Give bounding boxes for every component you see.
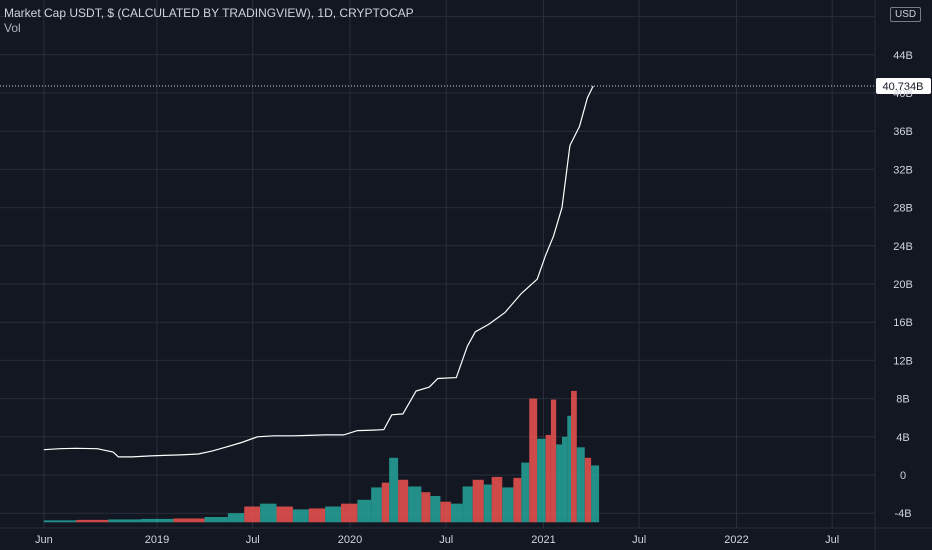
volume-bar: [341, 503, 358, 523]
x-tick-label: 2019: [145, 534, 169, 546]
volume-bar: [357, 499, 372, 523]
y-tick-label: 0: [900, 470, 906, 482]
last-price-line: 40.734B: [0, 77, 931, 94]
chart-legend: Market Cap USDT, $ (CALCULATED BY TRADIN…: [4, 6, 414, 36]
y-tick-label: 28B: [893, 203, 913, 215]
x-tick-label: 2020: [338, 534, 362, 546]
volume-bar: [76, 519, 109, 523]
y-tick-label: 16B: [893, 317, 913, 329]
volume-bar: [292, 509, 309, 523]
volume-bar: [430, 496, 441, 523]
volume-bar: [502, 487, 514, 523]
volume-indicator-label[interactable]: Vol: [4, 21, 21, 35]
y-tick-label: 8B: [896, 394, 909, 406]
price-line: [43, 85, 594, 458]
volume-bar: [556, 444, 563, 523]
x-tick-label: Jul: [632, 534, 646, 546]
volume-bar: [491, 476, 503, 523]
volume-bar: [529, 398, 538, 523]
volume-bar: [421, 492, 431, 523]
time-axis[interactable]: Jun 2019 Jul 2020 Jul 2021 Jul 2022 Jul: [0, 527, 932, 546]
volume-bar: [472, 479, 484, 523]
volume-bar: [545, 434, 551, 523]
y-tick-label: 32B: [893, 164, 913, 176]
volume-bar: [591, 465, 600, 523]
y-tick-label: 24B: [893, 241, 913, 253]
y-tick-label: 40B: [893, 88, 913, 100]
volume-bar: [308, 508, 326, 523]
x-tick-label: 2022: [724, 534, 748, 546]
volume-bar: [389, 457, 399, 523]
volume-bar: [260, 503, 277, 523]
x-tick-label: Jul: [246, 534, 260, 546]
volume-bar: [43, 520, 77, 523]
volume-bar: [462, 486, 473, 523]
volume-bar: [140, 518, 174, 523]
volume-bar: [398, 479, 409, 523]
series-title: Market Cap USDT, $ (CALCULATED BY TRADIN…: [4, 6, 414, 20]
volume-bar: [570, 390, 577, 523]
volume-bar: [537, 438, 546, 523]
volume-bar: [521, 462, 530, 523]
volume-bar: [244, 506, 261, 523]
volume-bar: [108, 519, 141, 523]
last-price-label-bg: [876, 77, 931, 94]
volume-bar: [325, 506, 342, 523]
volume-bar: [513, 477, 522, 523]
y-tick-label: -4B: [894, 508, 911, 520]
last-price-label: 40.734B: [883, 81, 924, 93]
volume-bar: [227, 513, 245, 523]
volume-bar: [483, 484, 492, 523]
y-tick-label: 4B: [896, 432, 909, 444]
y-tick-label: 12B: [893, 355, 913, 367]
x-tick-label: Jul: [825, 534, 839, 546]
volume-bar: [276, 506, 293, 523]
volume-bar: [584, 457, 592, 523]
y-tick-label: 44B: [893, 50, 913, 62]
volume-bars: [43, 390, 600, 523]
x-tick-label: Jun: [35, 534, 53, 546]
volume-bar: [450, 503, 463, 523]
y-tick-label: 20B: [893, 279, 913, 291]
volume-bar: [408, 486, 422, 523]
volume-bar: [567, 415, 571, 523]
volume-bar: [576, 447, 585, 523]
volume-bar: [204, 517, 228, 523]
market-cap-line: [43, 85, 594, 458]
volume-bar: [440, 501, 451, 523]
volume-bar: [371, 487, 382, 523]
price-axis[interactable]: 48B44B40B36B32B28B24B20B16B12B8B4B0-4B: [874, 0, 913, 550]
x-tick-label: Jul: [439, 534, 453, 546]
currency-badge[interactable]: USD: [890, 7, 922, 22]
volume-bar: [173, 518, 205, 523]
y-tick-label: 36B: [893, 126, 913, 138]
volume-bar: [381, 482, 390, 523]
volume-bar: [550, 399, 557, 523]
volume-bar: [562, 436, 568, 523]
x-tick-label: 2021: [531, 534, 555, 546]
